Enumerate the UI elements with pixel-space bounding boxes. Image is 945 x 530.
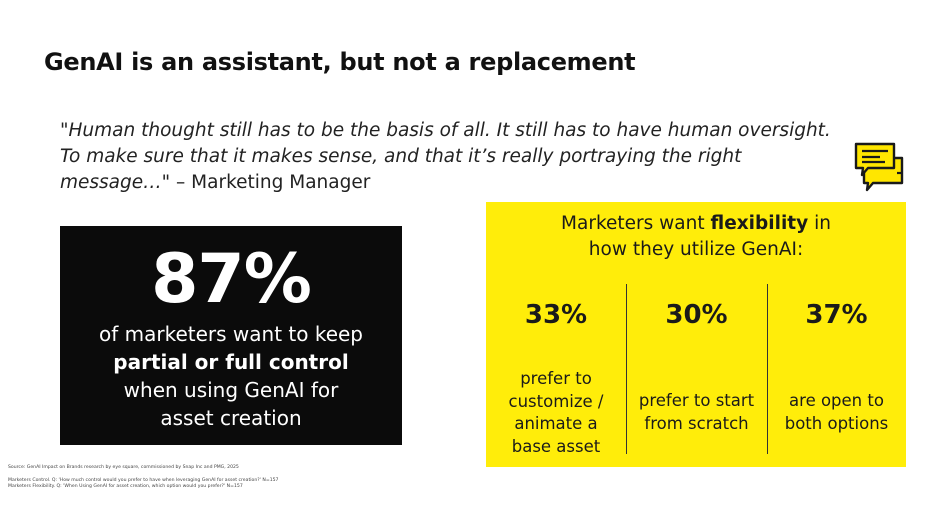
options-columns: 33% prefer to customize / animate a base… (486, 284, 906, 458)
heading-line-2: how they utilize GenAI: (588, 239, 804, 260)
stat-line-2: partial or full control (113, 350, 349, 374)
option-percent: 33% (524, 300, 588, 330)
heading-post: in (808, 213, 831, 234)
stat-percent: 87% (151, 240, 312, 319)
source-line: Source: GenAI Impact on Brands research … (8, 465, 239, 470)
heading-bold: flexibility (710, 213, 809, 234)
stat-line-3: when using GenAI for (123, 378, 339, 402)
column-divider (626, 284, 627, 454)
option-column: 30% prefer to start from scratch (626, 284, 767, 455)
flexibility-box: Marketers want flexibility in how they u… (486, 202, 906, 467)
option-percent: 30% (665, 300, 728, 330)
source-line: Marketers Flexibility. Q: 'When Using Ge… (8, 484, 243, 489)
quote-attribution: – Marketing Manager (170, 172, 371, 193)
option-label-line: are open to (789, 391, 884, 410)
stat-box: 87% of marketers want to keep partial or… (60, 226, 402, 445)
option-label-line: prefer to (520, 369, 592, 388)
option-label-line: both options (784, 413, 889, 433)
source-line: Marketers Control. Q: 'How much control … (8, 478, 279, 483)
option-label-line: from scratch (644, 413, 749, 433)
chat-bubbles-icon (850, 140, 910, 194)
option-label-line: animate a (514, 414, 598, 433)
stat-line-4: asset creation (160, 406, 302, 430)
column-divider (767, 284, 768, 454)
option-label: prefer to start from scratch (626, 390, 767, 435)
quote: "Human thought still has to be the basis… (60, 118, 850, 196)
sources-footnote: Source: GenAI Impact on Brands research … (8, 465, 278, 490)
option-label-line: base asset (511, 436, 601, 456)
quote-text: "Human thought still has to be the basis… (60, 120, 831, 193)
option-percent: 37% (805, 300, 868, 330)
option-label-line: prefer to start (638, 391, 755, 410)
flexibility-heading: Marketers want flexibility in how they u… (486, 211, 906, 263)
option-column: 37% are open to both options (767, 284, 906, 455)
stat-line-1: of marketers want to keep (98, 322, 363, 346)
option-label-line: customize / (508, 391, 604, 411)
heading-pre: Marketers want (561, 213, 711, 234)
slide-title: GenAI is an assistant, but not a replace… (44, 48, 636, 76)
option-label: prefer to customize / animate a base ass… (486, 368, 626, 458)
option-label: are open to both options (767, 390, 906, 435)
option-column: 33% prefer to customize / animate a base… (486, 284, 626, 458)
stat-description: of marketers want to keep partial or ful… (60, 320, 402, 432)
